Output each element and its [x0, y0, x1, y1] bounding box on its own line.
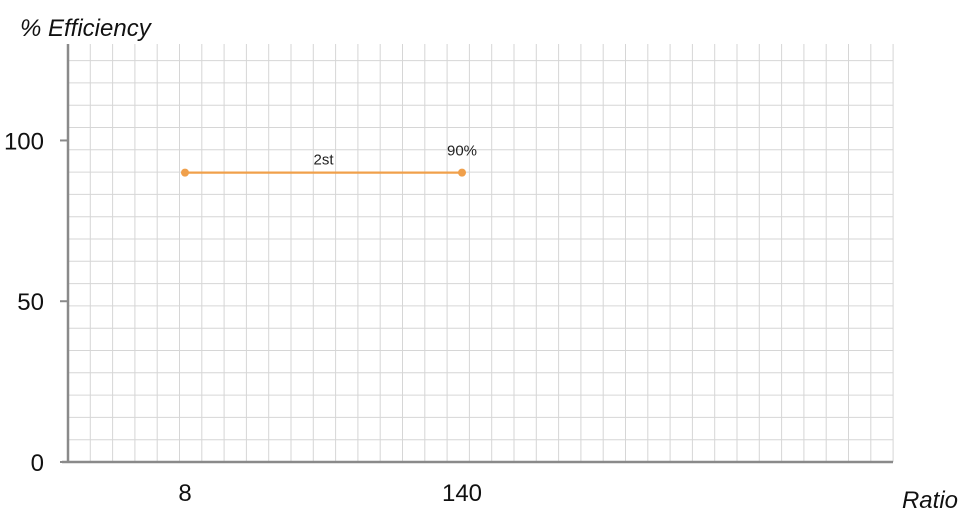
series-point — [458, 168, 466, 177]
y-axis-title: % Efficiency — [20, 15, 153, 42]
y-axis-ticks: 0 50 100 — [4, 128, 68, 477]
y-tick-label: 0 — [31, 450, 44, 477]
series-point — [181, 168, 189, 177]
x-tick-label: 8 — [178, 480, 191, 507]
x-axis-title: Ratio — [902, 487, 958, 512]
y-tick-label: 50 — [17, 289, 44, 316]
x-tick-label: 140 — [442, 480, 482, 507]
data-annotation: 90% — [447, 143, 477, 160]
chart-grid — [68, 44, 894, 462]
series-group: 2st 90% — [181, 143, 477, 177]
y-tick-label: 100 — [4, 128, 44, 155]
x-axis-ticks: 8 140 — [178, 480, 482, 507]
data-annotation: 2st — [313, 152, 334, 169]
